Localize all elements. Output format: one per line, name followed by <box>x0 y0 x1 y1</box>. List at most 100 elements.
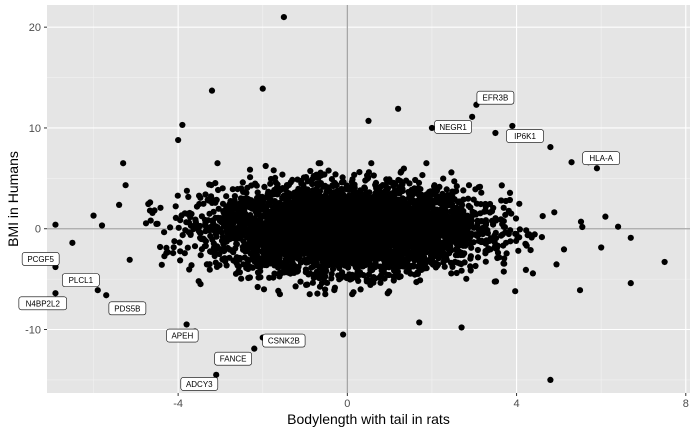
data-point <box>223 209 231 217</box>
data-point <box>229 186 236 193</box>
data-point <box>317 273 324 280</box>
data-point <box>448 270 455 277</box>
data-point <box>339 174 346 181</box>
data-point <box>242 225 249 232</box>
data-point <box>211 252 218 260</box>
data-point <box>459 209 466 216</box>
data-point <box>239 214 246 221</box>
data-point <box>206 266 213 273</box>
data-point <box>498 197 505 204</box>
data-point <box>248 182 255 189</box>
data-point <box>245 241 252 248</box>
data-point <box>195 228 202 235</box>
data-point <box>483 228 490 235</box>
data-point <box>254 269 262 276</box>
data-point <box>331 287 338 294</box>
data-point <box>219 233 226 240</box>
data-point <box>463 217 470 224</box>
data-point <box>392 222 399 229</box>
data-point <box>361 257 368 264</box>
data-point <box>233 214 240 221</box>
data-point <box>171 238 178 245</box>
data-point <box>307 167 314 175</box>
data-point <box>287 267 294 274</box>
data-point <box>325 242 332 249</box>
data-point <box>284 199 291 206</box>
data-point <box>461 259 468 266</box>
data-point <box>322 182 329 189</box>
data-point <box>399 258 407 265</box>
data-point <box>453 269 460 277</box>
data-point <box>413 279 420 286</box>
data-point <box>170 250 177 257</box>
data-point <box>349 229 356 237</box>
data-point <box>434 187 441 194</box>
data-point <box>560 246 568 253</box>
data-point <box>410 262 417 269</box>
data-point <box>461 250 468 257</box>
data-point <box>323 189 330 196</box>
data-point <box>453 245 460 252</box>
data-point <box>500 268 507 275</box>
data-point <box>295 263 302 270</box>
data-point <box>192 219 199 226</box>
data-point <box>434 194 441 201</box>
data-point <box>410 189 417 196</box>
data-point <box>319 266 327 274</box>
data-point <box>528 234 535 241</box>
data-point <box>423 193 430 201</box>
data-point <box>470 196 477 203</box>
data-point <box>443 186 450 193</box>
data-point <box>204 261 211 268</box>
data-point <box>494 242 501 249</box>
data-point <box>98 222 106 229</box>
data-point <box>198 213 205 220</box>
data-point <box>472 186 479 193</box>
data-point <box>382 249 389 256</box>
data-point <box>179 232 186 239</box>
data-point <box>421 261 428 269</box>
data-point <box>236 256 243 263</box>
data-point <box>265 199 272 206</box>
data-point <box>183 187 190 194</box>
data-point <box>436 232 443 239</box>
data-point <box>178 212 185 219</box>
data-point <box>477 201 484 208</box>
data-point <box>153 220 160 227</box>
data-point <box>324 279 331 286</box>
data-point <box>309 181 316 188</box>
data-point <box>467 255 474 262</box>
data-point <box>294 176 301 183</box>
data-point <box>321 210 328 217</box>
data-point <box>202 228 209 235</box>
data-point <box>404 261 412 268</box>
data-point <box>363 176 371 183</box>
data-points <box>52 13 668 383</box>
data-point <box>419 172 426 179</box>
data-point <box>503 250 510 257</box>
data-point <box>405 210 412 217</box>
data-point <box>523 227 530 234</box>
data-point <box>254 200 261 207</box>
data-point <box>292 283 299 290</box>
data-point <box>212 230 219 238</box>
data-point <box>368 160 375 167</box>
data-point <box>347 259 354 266</box>
data-point <box>551 209 558 216</box>
data-point <box>505 207 512 214</box>
data-point <box>278 229 285 236</box>
data-point <box>538 234 546 241</box>
data-point <box>202 191 209 198</box>
data-point <box>451 178 458 185</box>
data-point <box>449 263 456 270</box>
data-point <box>242 248 249 255</box>
data-point <box>384 259 391 266</box>
data-point <box>416 192 423 199</box>
data-point <box>197 252 204 259</box>
data-point <box>184 244 191 251</box>
data-point <box>387 228 394 235</box>
data-point <box>323 247 330 255</box>
data-point <box>126 256 133 263</box>
data-point <box>291 196 299 203</box>
data-point <box>235 263 242 270</box>
